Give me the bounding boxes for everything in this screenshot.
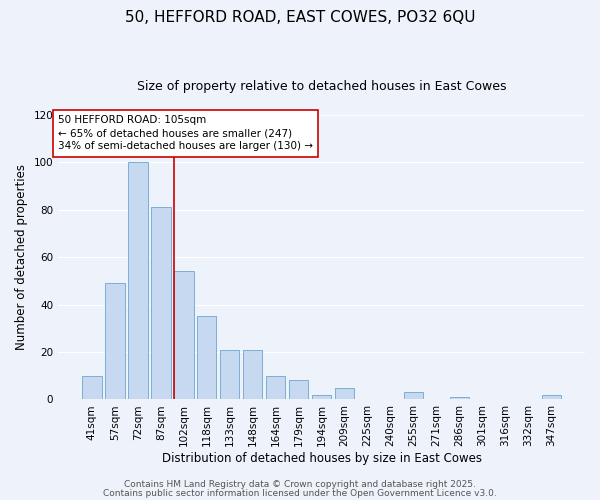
Bar — [542, 394, 561, 400]
Text: 50 HEFFORD ROAD: 105sqm
← 65% of detached houses are smaller (247)
34% of semi-d: 50 HEFFORD ROAD: 105sqm ← 65% of detache… — [58, 115, 313, 152]
Text: Contains HM Land Registry data © Crown copyright and database right 2025.: Contains HM Land Registry data © Crown c… — [124, 480, 476, 489]
Bar — [266, 376, 286, 400]
Bar — [404, 392, 423, 400]
Bar — [174, 272, 194, 400]
Bar — [243, 350, 262, 400]
Bar — [197, 316, 217, 400]
Bar — [220, 350, 239, 400]
Bar — [105, 284, 125, 400]
Text: Contains public sector information licensed under the Open Government Licence v3: Contains public sector information licen… — [103, 488, 497, 498]
Title: Size of property relative to detached houses in East Cowes: Size of property relative to detached ho… — [137, 80, 506, 93]
Text: 50, HEFFORD ROAD, EAST COWES, PO32 6QU: 50, HEFFORD ROAD, EAST COWES, PO32 6QU — [125, 10, 475, 25]
Bar — [335, 388, 355, 400]
X-axis label: Distribution of detached houses by size in East Cowes: Distribution of detached houses by size … — [161, 452, 482, 465]
Bar — [312, 394, 331, 400]
Bar — [151, 208, 170, 400]
Bar — [82, 376, 101, 400]
Bar — [289, 380, 308, 400]
Bar — [128, 162, 148, 400]
Y-axis label: Number of detached properties: Number of detached properties — [15, 164, 28, 350]
Bar — [449, 397, 469, 400]
